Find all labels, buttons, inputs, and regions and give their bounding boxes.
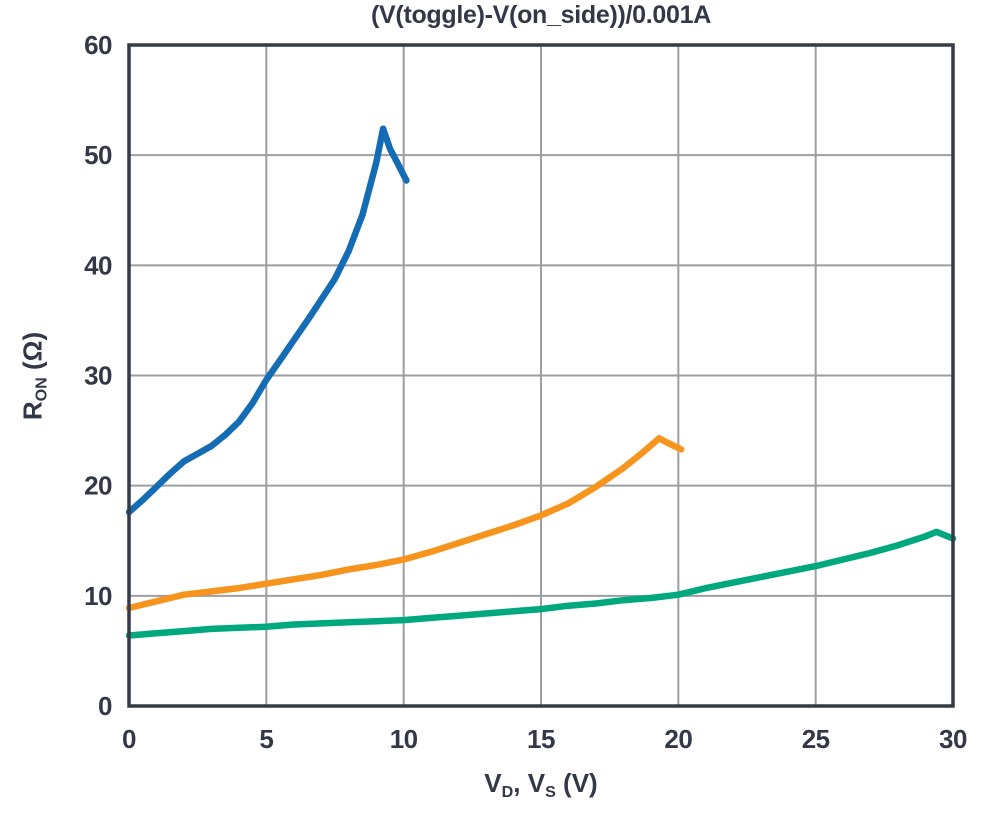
x-axis-label-part: (V) (555, 768, 598, 798)
x-tick-label: 30 (939, 724, 967, 754)
y-axis-label: RON (Ω) (17, 331, 51, 421)
x-tick-label: 0 (122, 724, 136, 754)
y-tick-label: 40 (84, 250, 112, 280)
chart-title: (V(toggle)-V(on_side))/0.001A (371, 1, 711, 29)
x-axis-label-part: , V (513, 768, 546, 798)
x-axis-label-subscript: S (545, 782, 556, 801)
x-tick-label: 20 (664, 724, 692, 754)
y-tick-label: 60 (84, 30, 112, 60)
y-tick-label: 20 (84, 471, 112, 501)
curve-green (125, 528, 957, 639)
y-tick-label: 0 (98, 691, 112, 721)
x-tick-label: 15 (527, 724, 555, 754)
x-tick-label: 25 (802, 724, 830, 754)
y-axis-label-part: R (17, 401, 48, 421)
x-tick-label: 5 (259, 724, 273, 754)
curve-blue (125, 125, 410, 516)
curve-orange (125, 435, 685, 612)
y-tick-label: 30 (84, 361, 112, 391)
y-tick-label: 10 (84, 581, 112, 611)
x-axis-label: VD, VS (V) (129, 768, 953, 801)
y-axis-label-subscript: ON (32, 377, 50, 402)
x-axis-label-subscript: D (501, 782, 514, 801)
plot-border (127, 43, 955, 708)
y-axis-label-part: (Ω) (17, 331, 48, 378)
x-axis-label-part: V (484, 768, 502, 798)
x-tick-label: 10 (390, 724, 418, 754)
y-tick-label: 50 (84, 140, 112, 170)
